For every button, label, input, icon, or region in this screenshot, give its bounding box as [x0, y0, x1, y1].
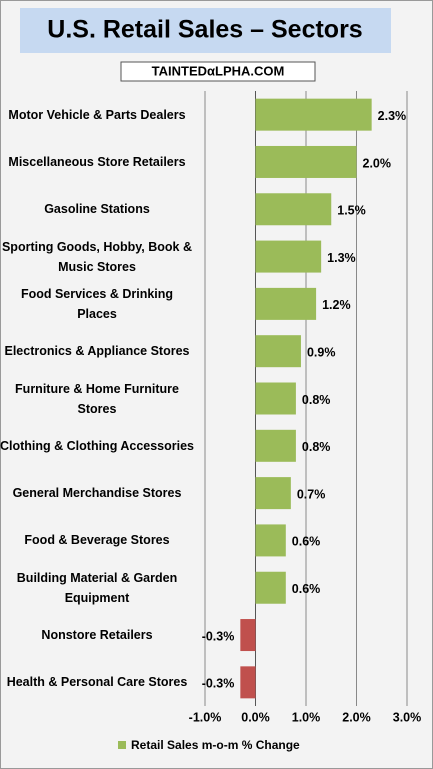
bar: [255, 287, 317, 320]
y-tick-label: Sporting Goods, Hobby, Book & Music Stor…: [1, 239, 193, 274]
x-tick-label: 3.0%: [393, 710, 422, 724]
value-label: 0.6%: [292, 582, 321, 596]
y-tick-label: Food & Beverage Stores: [24, 533, 170, 548]
x-tick-label: 1.0%: [292, 710, 321, 724]
value-label: 0.6%: [292, 535, 321, 549]
bar: [255, 477, 291, 510]
y-tick-label: Electronics & Appliance Stores: [4, 344, 190, 359]
x-tick-label: 0.0%: [241, 710, 270, 724]
bar: [255, 382, 296, 415]
bar: [255, 524, 286, 557]
bar: [255, 98, 372, 131]
y-tick-label: Nonstore Retailers: [41, 628, 153, 643]
value-label: -0.3%: [202, 677, 235, 691]
bar: [240, 619, 256, 652]
y-tick-label: Food Services & Drinking Places: [20, 286, 174, 321]
bar: [255, 240, 322, 273]
bar: [255, 335, 301, 368]
x-tick-label: -1.0%: [189, 710, 222, 724]
value-label: 0.7%: [297, 487, 326, 501]
bar: [240, 666, 256, 699]
bar: [255, 193, 332, 226]
y-tick-label: Health & Personal Care Stores: [6, 675, 188, 690]
value-label: 0.8%: [302, 440, 331, 454]
logo-box: [120, 61, 316, 82]
y-tick-label: Motor Vehicle & Parts Dealers: [8, 107, 186, 122]
value-label: 1.3%: [327, 251, 356, 265]
bar: [255, 145, 357, 178]
bar: [255, 429, 296, 462]
y-tick-label: Clothing & Clothing Accessories: [0, 438, 195, 453]
y-tick-label: Miscellaneous Store Retailers: [8, 154, 186, 169]
subtitle: TAINTEDαLPHA.COM: [152, 63, 285, 78]
y-tick-label: General Merchandise Stores: [12, 486, 182, 501]
chart-title: U.S. Retail Sales – Sectors: [47, 16, 362, 44]
value-label: 2.0%: [363, 156, 392, 170]
legend-swatch: [118, 741, 126, 749]
value-label: 0.9%: [307, 345, 336, 359]
bar: [255, 571, 286, 604]
legend-label: Retail Sales m-o-m % Change: [131, 738, 300, 752]
y-tick-label: Furniture & Home Furniture Stores: [15, 381, 179, 416]
x-tick-label: 2.0%: [342, 710, 371, 724]
value-label: 1.5%: [337, 204, 366, 218]
value-label: -0.3%: [202, 629, 235, 643]
y-tick-label: Gasoline Stations: [44, 202, 150, 217]
value-label: 0.8%: [302, 393, 331, 407]
value-label: 1.2%: [322, 298, 351, 312]
value-label: 2.3%: [378, 109, 407, 123]
title-box: [20, 8, 391, 53]
y-tick-label: Building Material & Garden Equipment: [16, 570, 178, 605]
